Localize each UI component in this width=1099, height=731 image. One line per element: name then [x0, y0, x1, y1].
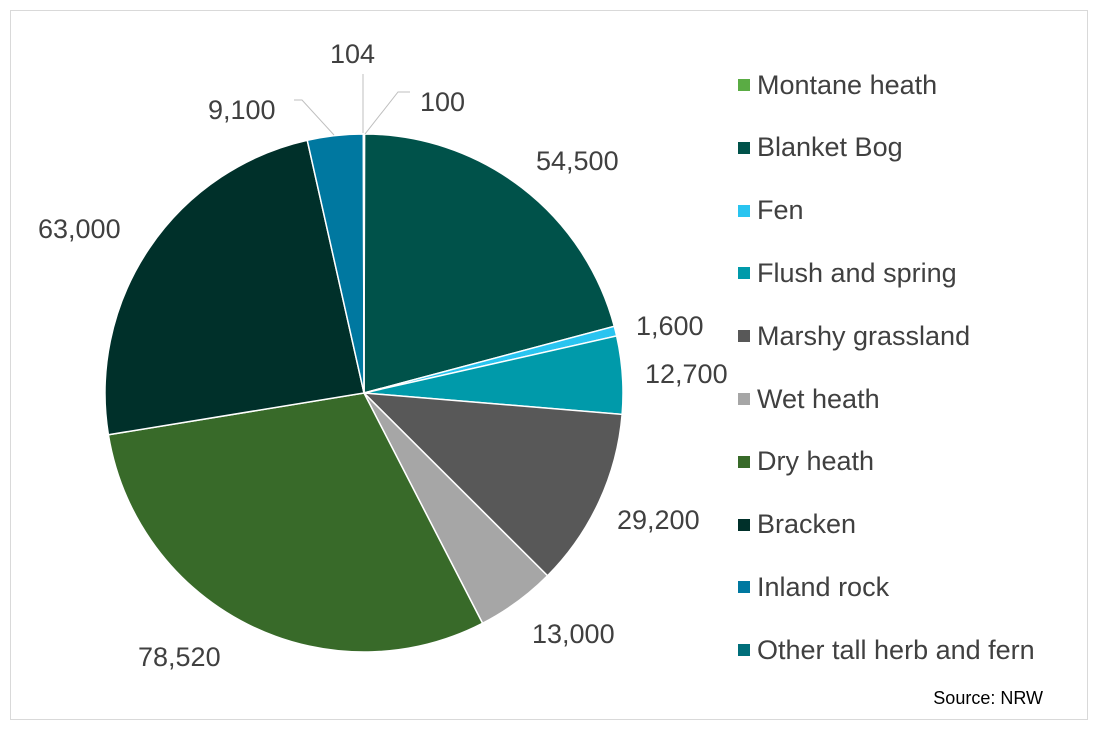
- legend-label: Blanket Bog: [757, 132, 903, 163]
- legend-label: Fen: [757, 195, 804, 226]
- legend-label: Dry heath: [757, 446, 875, 477]
- legend-label: Montane heath: [757, 69, 938, 100]
- legend-swatch: [738, 330, 750, 343]
- legend-swatch: [738, 455, 750, 468]
- legend-label: Bracken: [757, 509, 857, 540]
- legend-item: Blanket Bog: [738, 132, 903, 163]
- legend-item: Bracken: [738, 509, 857, 540]
- legend-item: Wet heath: [738, 384, 880, 414]
- pie-slice-other-tall-herb-and-fern: [362, 133, 365, 394]
- legend-swatch: [738, 581, 750, 594]
- legend-item: Dry heath: [738, 446, 875, 477]
- legend-label: Other tall herb and fern: [757, 634, 1035, 665]
- data-label: 100: [420, 87, 465, 117]
- legend-swatch: [738, 267, 750, 280]
- data-label: 1,600: [636, 311, 704, 341]
- legend-swatch: [738, 393, 750, 405]
- data-label: 29,200: [617, 505, 700, 535]
- legend-label: Wet heath: [757, 383, 880, 414]
- legend-item: Marshy grassland: [738, 321, 970, 351]
- pie-slice-marshy-grassland: [362, 392, 623, 577]
- data-label: 12,700: [645, 359, 728, 389]
- data-label: 13,000: [532, 619, 615, 649]
- legend-item: Other tall herb and fern: [738, 635, 1035, 665]
- legend-swatch: [738, 644, 750, 657]
- pie-slice-blanket-bog: [363, 133, 616, 394]
- legend-item: Inland rock: [738, 572, 889, 602]
- legend-swatch: [738, 204, 750, 217]
- legend-swatch: [738, 79, 750, 91]
- legend-label: Inland rock: [757, 571, 890, 602]
- legend-label: Flush and spring: [757, 257, 957, 288]
- pie-slice-bracken: [104, 139, 365, 436]
- source-note: Source: NRW: [933, 688, 1043, 708]
- pie-slice-dry-heath: [107, 392, 484, 653]
- legend-label: Marshy grassland: [757, 320, 971, 351]
- data-label: 9,100: [208, 95, 276, 125]
- legend-swatch: [738, 141, 750, 154]
- legend-item: Flush and spring: [738, 258, 957, 288]
- data-label: 104: [330, 39, 375, 69]
- legend-swatch: [738, 518, 750, 531]
- legend-item: Montane heath: [738, 70, 937, 100]
- leader-line: [294, 99, 335, 136]
- data-label: 63,000: [38, 214, 121, 244]
- data-label: 54,500: [536, 146, 619, 176]
- legend-item: Fen: [738, 195, 804, 226]
- leader-line: [364, 91, 410, 135]
- data-label: 78,520: [138, 642, 221, 672]
